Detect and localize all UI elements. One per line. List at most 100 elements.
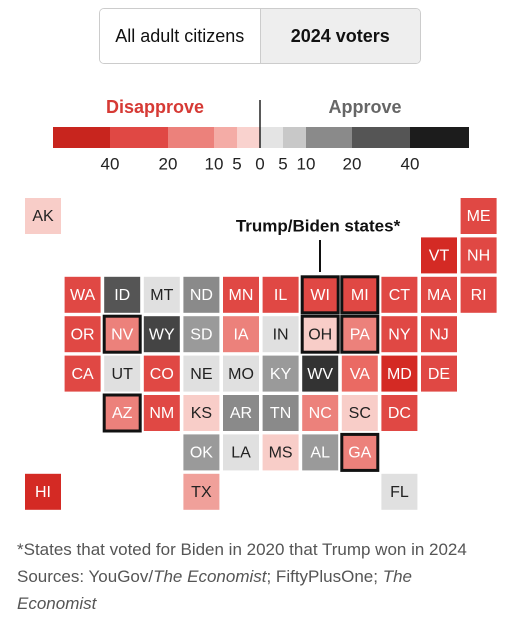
state-tile (262, 355, 299, 392)
legend-swatch (53, 127, 110, 148)
state-label: HI (35, 484, 51, 501)
legend-tick: 40 (401, 154, 420, 173)
state-label: NC (309, 405, 332, 422)
state-label: MI (351, 287, 369, 304)
legend-swatch (260, 127, 283, 148)
legend-tick: 40 (101, 154, 120, 173)
state-label: IL (274, 287, 287, 304)
legend-tick: 5 (232, 154, 241, 173)
sources: Sources: YouGov/The Economist; FiftyPlus… (17, 563, 472, 617)
state-label: CT (389, 287, 411, 304)
state-tile (143, 316, 180, 353)
state-tile (460, 198, 497, 234)
state-label: LA (231, 445, 251, 462)
state-label: MN (229, 287, 254, 304)
state-label: VA (350, 366, 370, 383)
state-tile (341, 355, 378, 392)
state-label: CO (150, 366, 174, 383)
state-label: MA (427, 287, 451, 304)
state-label: PA (350, 326, 370, 343)
state-label: ND (190, 287, 213, 304)
state-tile (262, 276, 299, 313)
state-label: OR (71, 326, 95, 343)
legend-swatch (283, 127, 306, 148)
state-tile (143, 276, 180, 313)
state-label: NV (111, 326, 134, 343)
state-label: AK (32, 208, 54, 225)
annotation: Trump/Biden states* (236, 216, 401, 235)
state-label: ME (467, 208, 491, 225)
state-tile (102, 393, 142, 433)
legend-label: Approve (328, 97, 401, 117)
state-label: NJ (429, 326, 449, 343)
state-label: NH (467, 248, 490, 265)
state-tile (381, 395, 418, 431)
legend-swatch (110, 127, 168, 148)
state-label: WV (307, 366, 333, 383)
legend-tick: 10 (205, 154, 224, 173)
toggle-option[interactable]: 2024 voters (259, 9, 420, 63)
state-label: IA (233, 326, 248, 343)
state-tile (421, 276, 457, 313)
state-tile (102, 314, 142, 354)
legend-tick: 20 (159, 154, 178, 173)
state-tile (460, 237, 497, 274)
legend-label: Disapprove (106, 97, 204, 117)
toggle-option[interactable]: All adult citizens (100, 9, 260, 63)
state-tile (340, 275, 380, 315)
state-label: DC (388, 405, 411, 422)
state-tile (300, 275, 340, 315)
state-tile (381, 276, 418, 313)
state-tile (341, 395, 378, 431)
state-tile (421, 237, 457, 274)
legend-swatch (306, 127, 352, 148)
state-tile (223, 276, 259, 313)
state-tile (381, 473, 418, 510)
footer: *States that voted for Biden in 2020 tha… (17, 536, 472, 617)
state-label: OK (190, 445, 213, 462)
state-tile (143, 395, 180, 431)
state-label: KS (191, 405, 212, 422)
state-label: OH (308, 326, 332, 343)
state-label: WA (70, 287, 96, 304)
state-label: CA (71, 366, 94, 383)
state-label: AL (310, 445, 330, 462)
state-label: KY (270, 366, 292, 383)
state-tile (302, 395, 339, 431)
state-tile (64, 355, 101, 392)
state-tile (64, 276, 101, 313)
state-tile (460, 276, 497, 313)
state-label: MS (269, 445, 293, 462)
state-tile (104, 355, 141, 392)
legend-swatch (352, 127, 410, 148)
state-label: NE (190, 366, 212, 383)
state-label: SD (190, 326, 212, 343)
legend-swatch (168, 127, 214, 148)
state-tile (302, 355, 339, 392)
legend-tick: 5 (278, 154, 287, 173)
state-tile (183, 473, 220, 510)
state-label: AZ (112, 405, 133, 422)
map: Disapprove Approve 40 20 10 5 0 5 10 20 40 Trump/Bi… (25, 97, 497, 510)
state-tile (223, 316, 259, 353)
state-tile (143, 355, 180, 392)
state-tile (302, 434, 339, 471)
state-tile (262, 316, 299, 353)
legend-swatch (214, 127, 237, 148)
source-part: ; FiftyPlusOne; (266, 567, 383, 586)
state-tile (381, 355, 418, 392)
state-tile (25, 473, 61, 510)
source-part: The Economist (153, 567, 267, 586)
state-tile (183, 276, 220, 313)
source-part: The Economist (17, 567, 412, 613)
state-label: GA (348, 445, 371, 462)
state-tile (381, 316, 418, 353)
state-label: SC (349, 405, 371, 422)
state-tile (421, 316, 457, 353)
state-tile (223, 355, 259, 392)
source-part: Sources: YouGov/ (17, 567, 154, 586)
legend-tick: 10 (297, 154, 316, 173)
state-label: ID (114, 287, 130, 304)
toggle: All adult citizens 2024 voters (99, 8, 421, 64)
